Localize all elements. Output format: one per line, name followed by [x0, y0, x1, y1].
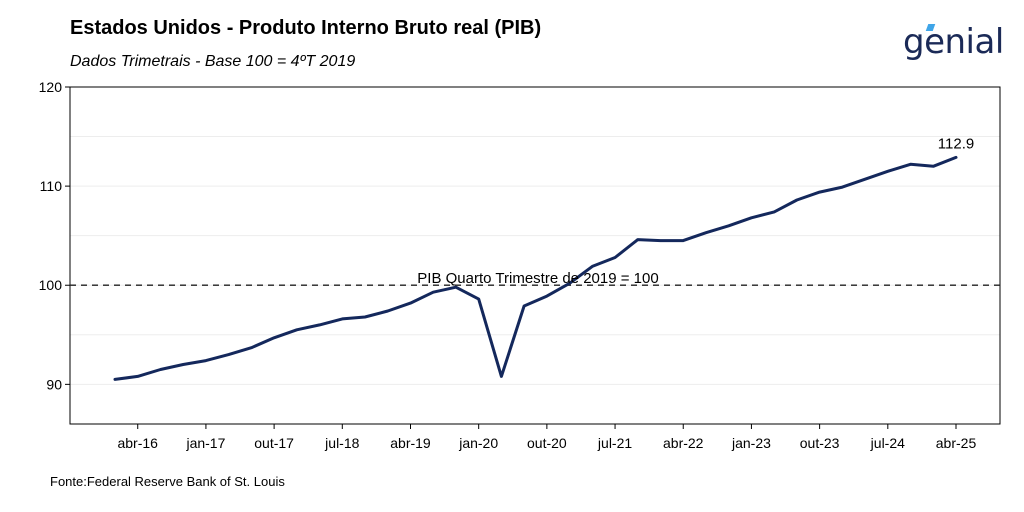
- x-tick-label: abr-25: [936, 435, 977, 451]
- last-value-label: 112.9: [938, 135, 974, 152]
- x-tick-label: jan-17: [185, 435, 225, 451]
- chart-subtitle: Dados Trimetrais - Base 100 = 4ºT 2019: [70, 53, 356, 70]
- x-tick-label: out-23: [800, 435, 840, 451]
- x-tick-label: jul-18: [324, 435, 359, 451]
- x-tick-label: abr-19: [390, 435, 431, 451]
- source-note: Fonte:Federal Reserve Bank of St. Louis: [50, 474, 285, 489]
- x-tick-label: abr-16: [117, 435, 158, 451]
- x-tick-label: jan-23: [731, 435, 771, 451]
- x-tick-label: out-17: [254, 435, 294, 451]
- x-tick-label: abr-22: [663, 435, 704, 451]
- genial-logo: genial: [903, 22, 1007, 72]
- x-tick-label: jul-24: [870, 435, 905, 451]
- y-tick-label: 110: [40, 178, 63, 194]
- plot-frame: [69, 86, 1001, 425]
- y-tick-label: 120: [39, 79, 63, 95]
- logo-text: genial: [903, 22, 1004, 62]
- x-tick-label: jul-21: [597, 435, 632, 451]
- y-tick-label: 90: [46, 376, 62, 392]
- x-tick-label: jan-20: [458, 435, 498, 451]
- chart-title: Estados Unidos - Produto Interno Bruto r…: [70, 17, 542, 39]
- gdp-series-line: [113, 155, 958, 381]
- y-tick-label: 100: [39, 277, 63, 293]
- reference-line-label: PIB Quarto Trimestre de 2019 = 100: [417, 270, 658, 287]
- x-tick-label: out-20: [527, 435, 567, 451]
